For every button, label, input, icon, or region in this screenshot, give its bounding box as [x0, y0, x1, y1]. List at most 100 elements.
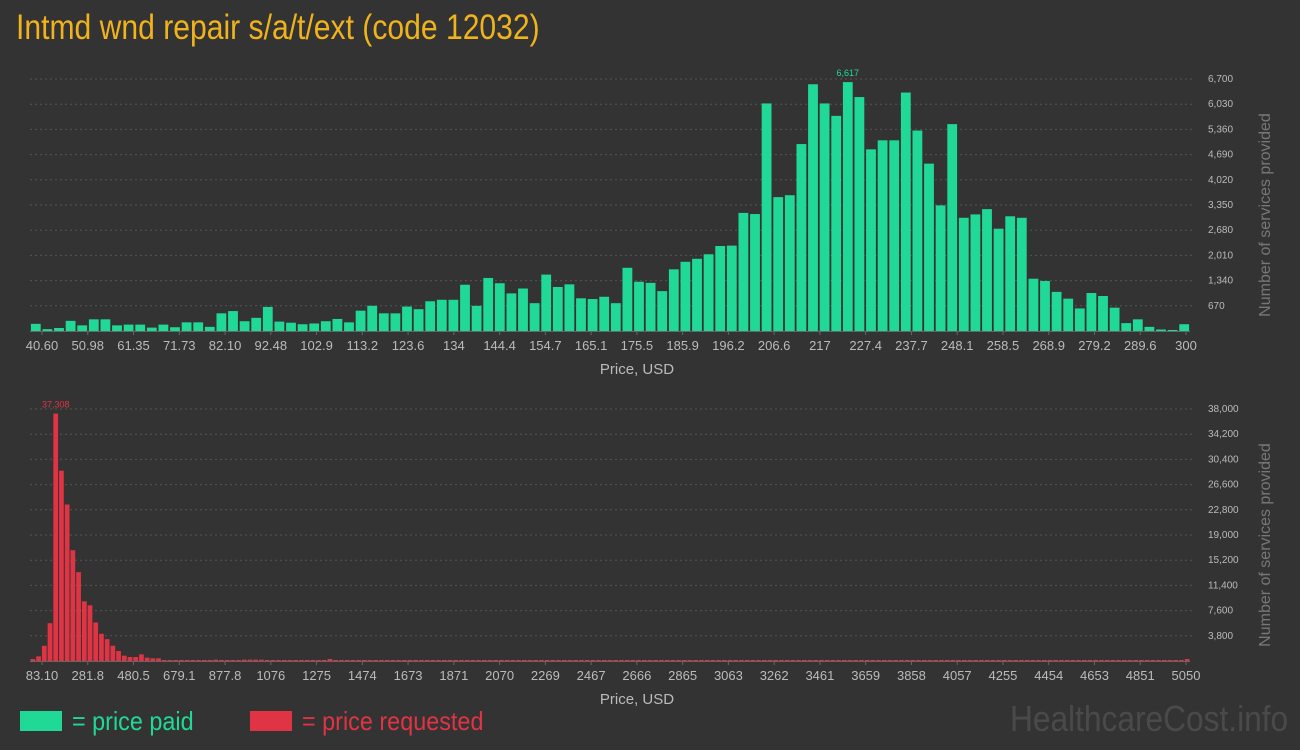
bar [1019, 660, 1024, 661]
bar [1099, 660, 1104, 661]
bar [112, 325, 122, 331]
bar [367, 305, 378, 331]
bar [887, 660, 893, 661]
bar [864, 660, 870, 661]
bar [150, 658, 156, 661]
bar [447, 660, 453, 661]
bar [870, 660, 876, 661]
bar [687, 660, 693, 661]
y-tick-label: 2,680 [1208, 225, 1233, 236]
bar [727, 660, 733, 661]
legend-requested-swatch [250, 711, 292, 731]
x-tick-label: 281.8 [71, 668, 104, 683]
bar [733, 660, 739, 661]
bar [836, 660, 841, 661]
bar [430, 660, 436, 661]
bar [1040, 280, 1050, 331]
bar [483, 277, 494, 331]
x-tick-label: 279.2 [1078, 338, 1111, 353]
bar [680, 261, 691, 331]
bar [767, 660, 773, 661]
bar [304, 660, 310, 661]
bar [1005, 216, 1016, 331]
bar [464, 660, 470, 661]
bar [808, 84, 818, 331]
bar [170, 327, 180, 331]
y-tick-label: 11,400 [1208, 580, 1238, 591]
bar [670, 660, 676, 661]
x-tick-label: 1474 [348, 668, 377, 683]
bar [190, 660, 196, 661]
x-tick-label: 679.1 [163, 668, 196, 683]
watermark: HealthcareCost.info [1009, 698, 1288, 739]
bar [93, 622, 99, 661]
x-tick-label: 227.4 [849, 338, 882, 353]
bar [276, 660, 281, 661]
bar [1144, 660, 1150, 661]
bar [819, 660, 824, 661]
bar [247, 659, 253, 661]
bar [590, 660, 596, 661]
x-tick-label: 2269 [531, 668, 560, 683]
bar [1001, 660, 1007, 661]
bar [521, 660, 527, 661]
bar [699, 660, 704, 661]
bar [361, 660, 367, 661]
bar [401, 660, 407, 661]
bar [726, 245, 737, 331]
bar [1121, 660, 1127, 661]
bar [356, 660, 361, 661]
bar [1184, 659, 1190, 661]
bar [692, 258, 702, 331]
x-tick-label: 82.10 [209, 338, 242, 353]
bar [979, 660, 984, 661]
bar [1063, 298, 1074, 331]
bar [59, 470, 64, 661]
peak-value-label: 6,617 [837, 68, 860, 78]
bar [830, 660, 836, 661]
bar [529, 303, 540, 331]
bar [65, 320, 76, 331]
bar [510, 660, 516, 661]
bar [842, 82, 853, 331]
bar [761, 660, 767, 661]
x-tick-label: 2070 [485, 668, 514, 683]
bar [373, 660, 379, 661]
bar [350, 660, 356, 661]
x-tick-label: 83.10 [26, 668, 59, 683]
bar [30, 659, 36, 661]
bar [1047, 660, 1053, 661]
bar [42, 329, 53, 331]
x-tick-label: 258.5 [987, 338, 1020, 353]
bar [756, 660, 761, 661]
x-tick-label: 480.5 [117, 668, 150, 683]
bar [1074, 308, 1085, 331]
bar [1167, 330, 1178, 331]
page-title: Intmd wnd repair s/a/t/ext (code 12032) [16, 8, 540, 47]
y-tick-label: 4,690 [1208, 150, 1233, 161]
bar [704, 660, 710, 661]
bar [332, 318, 343, 331]
y-tick-label: 6,700 [1208, 74, 1233, 85]
bar [453, 660, 459, 661]
bar [610, 303, 621, 331]
y-tick-label: 30,400 [1208, 454, 1239, 465]
bar [481, 660, 487, 661]
bar [664, 660, 670, 661]
x-tick-label: 289.6 [1124, 338, 1157, 353]
bar [1024, 660, 1030, 661]
bar [947, 124, 958, 331]
bar [299, 660, 304, 661]
bar [1070, 660, 1076, 661]
bar [219, 660, 224, 661]
x-tick-label: 1275 [302, 668, 331, 683]
bar [264, 660, 270, 661]
y-tick-label: 26,600 [1208, 480, 1239, 491]
bar [982, 209, 992, 331]
bar [939, 660, 944, 661]
bar [493, 660, 499, 661]
bar [831, 115, 842, 331]
bar [1133, 660, 1139, 661]
bar [1013, 660, 1019, 661]
bar [402, 306, 412, 331]
